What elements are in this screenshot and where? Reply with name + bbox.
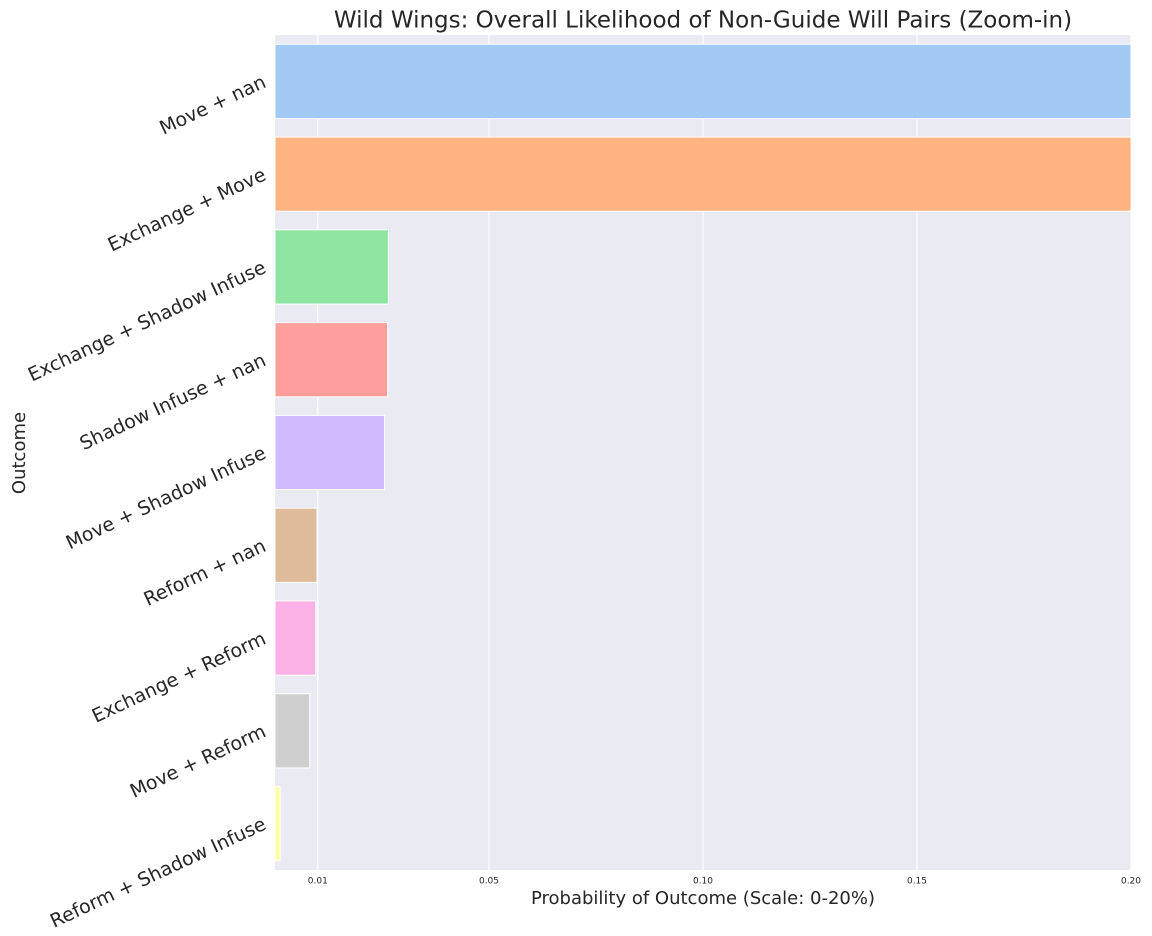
x-tick-label: 0.20 [1121, 877, 1141, 887]
bar [275, 322, 389, 398]
bar [275, 136, 1131, 212]
y-tick-label: Reform + Shadow Infuse [47, 813, 270, 932]
x-tick-label: 0.15 [907, 877, 927, 887]
y-tick-label: Exchange + Move [104, 164, 269, 257]
x-tick-label: 0.01 [308, 877, 328, 887]
bar [275, 786, 281, 862]
bar [275, 43, 1131, 119]
y-tick-label: Move + Reform [127, 720, 270, 802]
bar [275, 507, 318, 583]
y-tick-label: Exchange + Reform [89, 628, 270, 728]
y-tick-label: Reform + nan [140, 535, 269, 611]
y-tick-label: Move + nan [156, 71, 269, 139]
x-tick-label: 0.10 [693, 877, 713, 887]
x-tick-label: 0.05 [479, 877, 499, 887]
x-axis-label: Probability of Outcome (Scale: 0-20%) [531, 888, 875, 909]
bar [275, 600, 317, 676]
bar [275, 229, 389, 305]
y-axis-label: Outcome [9, 412, 30, 494]
y-tick-label: Shadow Infuse + nan [76, 349, 269, 455]
bar [275, 414, 386, 491]
y-tick-label: Move + Shadow Infuse [63, 442, 270, 554]
bar [275, 693, 311, 769]
chart-title: Wild Wings: Overall Likelihood of Non-Gu… [334, 8, 1072, 34]
